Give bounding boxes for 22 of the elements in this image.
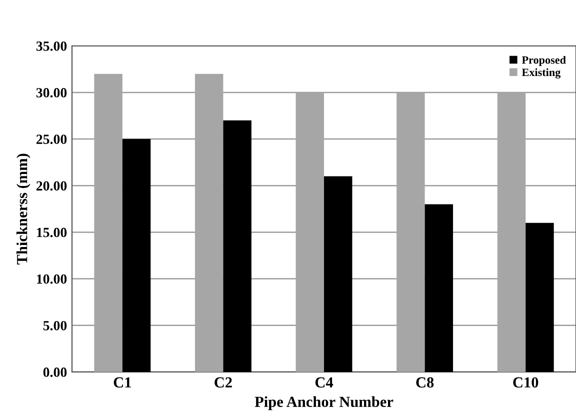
y-axis-title: Thicknerss (mm): [16, 154, 30, 264]
y-tick-label: 10.00: [37, 274, 67, 284]
x-tick-label: C4: [315, 377, 334, 388]
bar: [223, 120, 252, 372]
x-tick-label: C10: [513, 377, 538, 388]
legend-label: Proposed: [522, 56, 566, 66]
legend-label: Existing: [522, 68, 561, 78]
y-tick-label: 25.00: [36, 134, 67, 144]
x-tick-label: C8: [416, 377, 434, 388]
bar: [324, 176, 352, 372]
y-tick-label: 35.00: [36, 41, 67, 51]
bar: [424, 204, 454, 372]
y-tick-label: 20.00: [36, 181, 67, 191]
y-tick-label: 0.00: [43, 368, 67, 377]
y-tick-label: 15.00: [37, 228, 67, 238]
x-axis-title: Pipe Anchor Number: [254, 396, 394, 410]
y-tick-label: 30.00: [36, 88, 67, 98]
bar: [122, 139, 151, 372]
x-tick-label: C1: [114, 377, 131, 388]
y-tick-label: 5.00: [43, 320, 67, 330]
bar: [526, 222, 554, 372]
x-tick-label: C2: [214, 377, 232, 388]
